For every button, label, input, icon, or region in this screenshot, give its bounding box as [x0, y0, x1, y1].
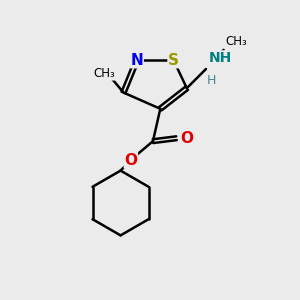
Text: O: O: [180, 131, 193, 146]
Text: H: H: [206, 74, 216, 87]
Text: O: O: [124, 153, 137, 168]
Text: NH: NH: [209, 51, 232, 64]
Text: CH₃: CH₃: [225, 35, 247, 48]
Text: N: N: [130, 53, 143, 68]
Text: CH₃: CH₃: [94, 67, 115, 80]
Text: S: S: [168, 53, 179, 68]
